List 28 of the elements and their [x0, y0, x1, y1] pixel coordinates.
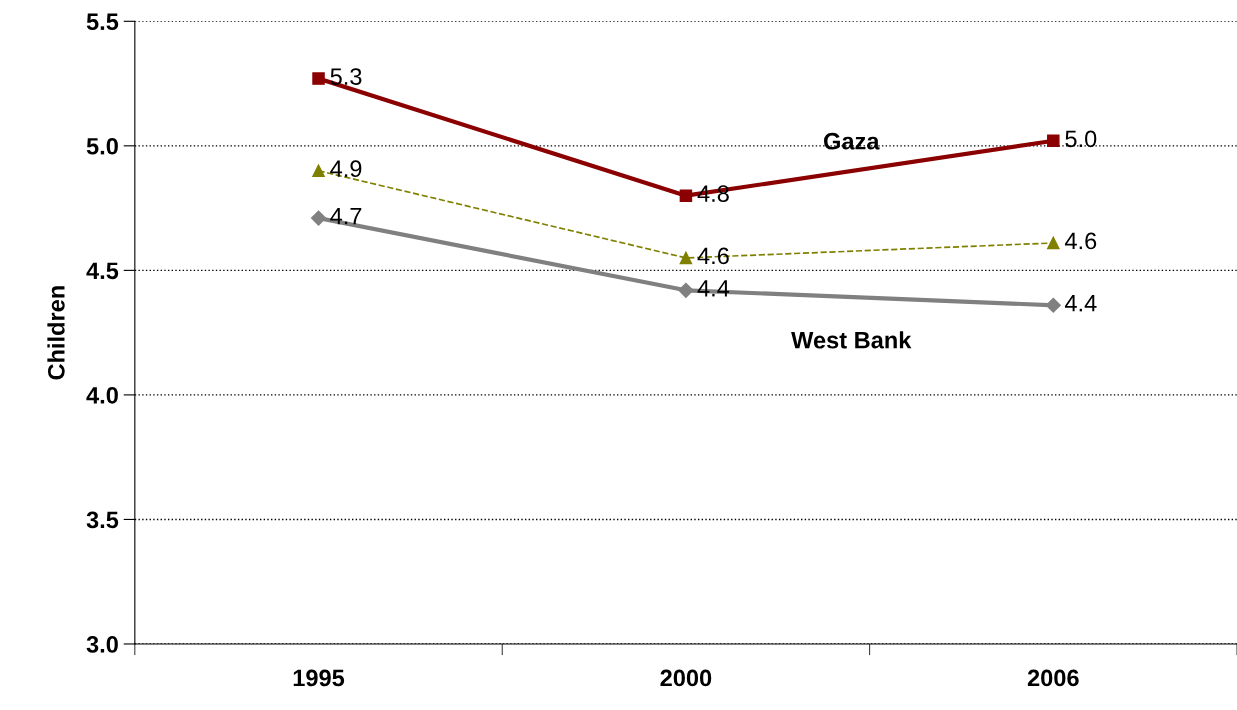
y-axis-title: Children: [47, 286, 65, 380]
data-label: 4.7: [330, 207, 362, 225]
point: [1047, 236, 1060, 250]
point: [679, 251, 693, 265]
point: [312, 164, 325, 177]
y-tick-label: 3.5: [86, 511, 119, 529]
data-label: 5.3: [330, 68, 362, 85]
y-tick-label: 3.0: [86, 636, 118, 653]
x-tick-label: 2000: [660, 669, 712, 687]
point: [1045, 297, 1061, 313]
y-tick-label: 4.5: [86, 262, 119, 280]
data-label: 5.0: [1065, 130, 1097, 148]
data-label: 4.6: [1064, 232, 1097, 250]
data-label: 4.9: [330, 160, 362, 178]
point: [678, 282, 694, 298]
point: [310, 210, 327, 226]
x-tick-label: 1995: [293, 669, 345, 687]
point: [679, 189, 693, 202]
data-label: 4.4: [697, 280, 730, 297]
series-label: West Bank: [791, 331, 912, 349]
y-tick-label: 5.0: [86, 137, 118, 155]
series-label: Gaza: [824, 132, 880, 150]
x-tick-label: 2006: [1027, 669, 1079, 687]
data-label: 4.4: [1064, 295, 1097, 312]
point: [1047, 134, 1060, 148]
point: [312, 72, 325, 85]
y-tick-label: 4.0: [86, 386, 118, 404]
y-tick-label: 5.5: [86, 13, 119, 31]
